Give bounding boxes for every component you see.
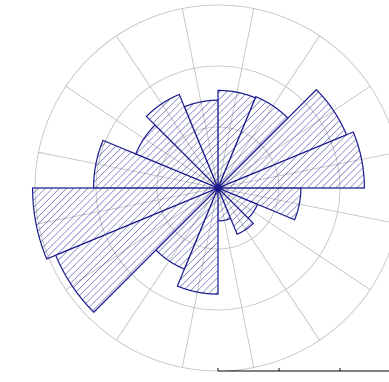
sector-petal: [217, 187, 302, 221]
sector-petal: [176, 187, 219, 295]
sector-petal: [92, 139, 219, 189]
sector-petal: [145, 93, 219, 189]
sector-petal: [217, 131, 366, 189]
radial-axis: 15: [217, 368, 389, 372]
sector-petal: [217, 187, 255, 235]
sector-series: [31, 88, 366, 314]
sector-petal: [31, 187, 219, 260]
sector-petal: [183, 99, 219, 189]
